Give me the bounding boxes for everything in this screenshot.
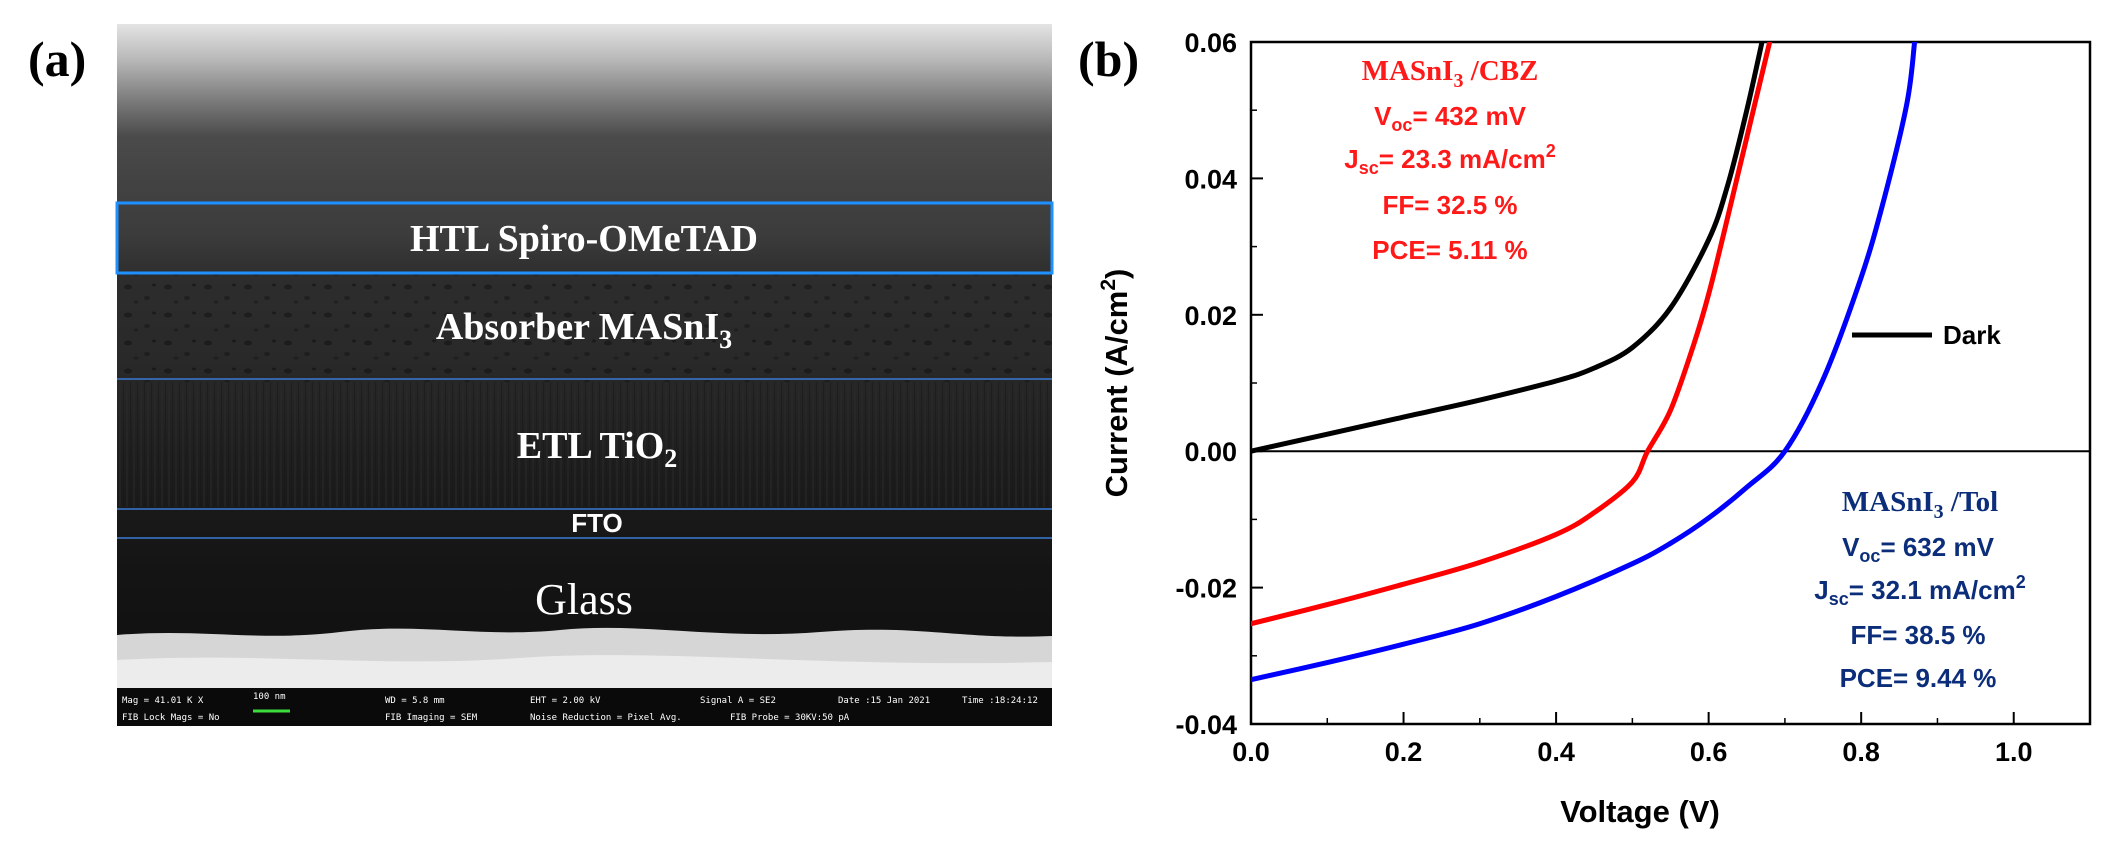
cbz-voc: Voc= 432 mV (1374, 101, 1526, 135)
label-fto: FTO (571, 508, 623, 538)
annotation-tol: MASnI3 /Tol Voc= 632 mV Jsc= 32.1 mA/cm2… (1814, 486, 2025, 693)
info-time: Time :18:24:12 (962, 696, 1038, 706)
cbz-pce: PCE= 5.11 % (1372, 235, 1527, 265)
cbz-ff: FF= 32.5 % (1382, 190, 1517, 220)
legend-dark-label: Dark (1943, 320, 2001, 350)
sem-info-bar: Mag = 41.01 K X FIB Lock Mags = No 100 n… (122, 692, 1038, 723)
series-line-dark (1251, 42, 1765, 454)
x-tick-label: 0.0 (1232, 737, 1270, 767)
tol-voc: Voc= 632 mV (1842, 532, 1994, 566)
y-tick-label: 0.02 (1184, 301, 1237, 331)
label-glass: Glass (535, 575, 633, 624)
panel-b-label: (b) (1078, 31, 1139, 87)
ticks: 0.0 0.2 0.4 0.6 0.8 1.0 -0.04 -0.02 0.00 0.02 0.04… (1175, 28, 2091, 767)
series-line-masni3-tol (1251, 42, 1918, 683)
series-line-masni3-cbz (1251, 42, 1773, 627)
info-noise: Noise Reduction = Pixel Avg. (530, 713, 682, 723)
info-wd: WD = 5.8 mm (385, 696, 445, 706)
info-scale: 100 nm (253, 692, 286, 702)
x-tick-label: 0.6 (1690, 737, 1728, 767)
tol-title: MASnI3 /Tol (1842, 486, 1998, 523)
y-tick-label: 0.04 (1184, 164, 1237, 194)
legend-dark: Dark (1852, 320, 2001, 350)
info-mag: Mag = 41.01 K X (122, 696, 204, 706)
htl-highlight-box (115, 201, 1054, 275)
tol-pce: PCE= 9.44 % (1840, 663, 1997, 693)
info-fib-lock: FIB Lock Mags = No (122, 713, 220, 723)
tol-jsc: Jsc= 32.1 mA/cm2 (1814, 572, 2025, 609)
label-etl: ETL TiO2 (517, 425, 678, 473)
info-date: Date :15 Jan 2021 (838, 696, 930, 706)
x-tick-label: 0.8 (1842, 737, 1880, 767)
panel-a-label: (a) (28, 31, 86, 87)
cbz-jsc: Jsc= 23.3 mA/cm2 (1344, 141, 1555, 178)
info-fib-imaging: FIB Imaging = SEM (385, 713, 478, 723)
x-tick-label: 0.2 (1385, 737, 1423, 767)
tol-ff: FF= 38.5 % (1850, 620, 1985, 650)
x-axis-title: Voltage (V) (1560, 794, 1720, 829)
cbz-title: MASnI3 /CBZ (1362, 55, 1539, 92)
info-signal: Signal A = SE2 (700, 696, 776, 706)
y-tick-label: 0.00 (1184, 437, 1237, 467)
label-htl: HTL Spiro-OMeTAD (410, 218, 758, 260)
annotation-cbz: MASnI3 /CBZ Voc= 432 mV Jsc= 23.3 mA/cm2… (1344, 55, 1555, 265)
y-tick-label: -0.02 (1175, 574, 1237, 604)
info-eht: EHT = 2.00 kV (530, 696, 601, 706)
x-tick-label: 1.0 (1995, 737, 2033, 767)
y-axis-title: Current (A/cm2) (1097, 269, 1134, 498)
sem-image (117, 24, 1052, 726)
info-fib-probe: FIB Probe = 30KV:50 pA (730, 713, 850, 723)
y-tick-label: -0.04 (1175, 710, 1237, 740)
label-absorber: Absorber MASnI3 (436, 306, 732, 354)
y-tick-label: 0.06 (1184, 28, 1237, 58)
x-tick-label: 0.4 (1537, 737, 1575, 767)
series-layer (1251, 42, 1918, 683)
